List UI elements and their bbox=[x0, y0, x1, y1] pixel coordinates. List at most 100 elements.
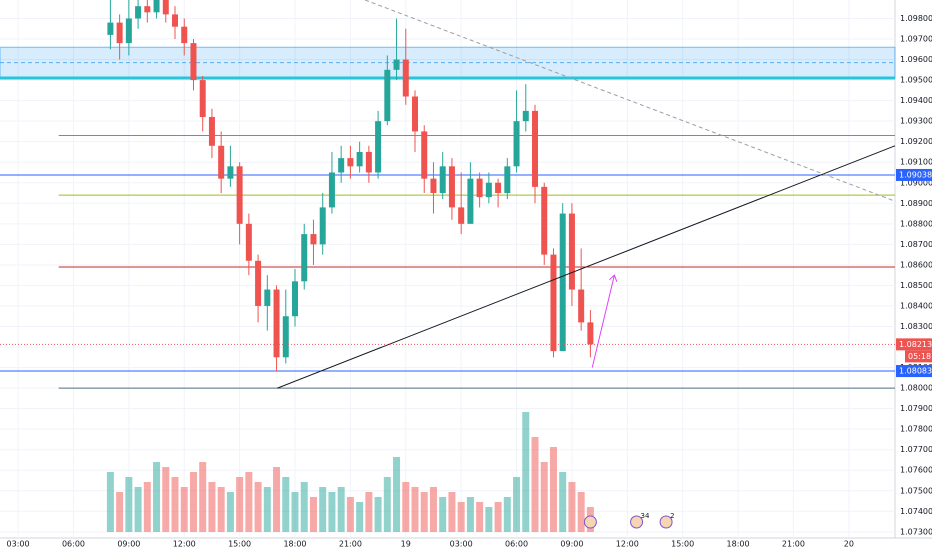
candle-body bbox=[255, 260, 262, 306]
candle-body bbox=[144, 6, 151, 13]
trendline bbox=[591, 275, 614, 368]
volume-bar bbox=[153, 462, 161, 532]
candle-body bbox=[328, 172, 335, 208]
candle-body bbox=[495, 182, 502, 194]
volume-bar bbox=[420, 492, 428, 532]
candle-body bbox=[578, 289, 585, 323]
candle-body bbox=[421, 131, 428, 179]
candle-body bbox=[227, 166, 234, 179]
volume-bar bbox=[226, 492, 234, 532]
volume-bar bbox=[217, 487, 225, 532]
x-tick-label: 21:00 bbox=[339, 540, 362, 549]
y-tick-label: 1.08500 bbox=[900, 281, 932, 290]
y-tick-label: 1.07400 bbox=[900, 507, 932, 516]
volume-bar bbox=[273, 467, 281, 532]
y-tick-label: 1.09800 bbox=[900, 14, 932, 23]
event-icon bbox=[630, 515, 644, 529]
candle-body bbox=[458, 207, 465, 224]
candle-body bbox=[476, 178, 483, 198]
volume-bar bbox=[134, 487, 142, 532]
event-count: 34 bbox=[641, 512, 650, 520]
volume-bar bbox=[549, 447, 557, 532]
volume-bar bbox=[143, 482, 151, 532]
candle-body bbox=[513, 121, 520, 167]
volume-bar bbox=[476, 502, 484, 532]
candle-body bbox=[448, 166, 455, 208]
y-tick-label: 1.08900 bbox=[900, 199, 932, 208]
candle-body bbox=[264, 289, 271, 306]
volume-bar bbox=[402, 482, 410, 532]
volume-bar bbox=[522, 412, 530, 532]
candle-body bbox=[522, 110, 529, 122]
candle-body bbox=[107, 22, 114, 35]
price-label-box bbox=[896, 338, 932, 351]
volume-bar bbox=[383, 477, 391, 532]
price-label: 1.08213 bbox=[899, 340, 932, 349]
candle-body bbox=[375, 121, 382, 173]
candle-body bbox=[199, 80, 206, 118]
volume-bar bbox=[254, 482, 262, 532]
x-tick-label: 09:00 bbox=[560, 540, 583, 549]
y-tick-label: 1.09100 bbox=[900, 158, 932, 167]
volume-bar bbox=[189, 472, 197, 532]
volume-bar bbox=[171, 477, 179, 532]
volume-bar bbox=[531, 437, 539, 532]
y-tick-label: 1.09600 bbox=[900, 55, 932, 64]
candle-body bbox=[550, 254, 557, 352]
volume-bar bbox=[282, 477, 290, 532]
volume-bar bbox=[300, 482, 308, 532]
volume-bar bbox=[503, 497, 511, 532]
volume-bar bbox=[513, 477, 521, 532]
volume-bar bbox=[125, 477, 133, 532]
x-tick-label: 15:00 bbox=[671, 540, 694, 549]
candle-body bbox=[282, 316, 289, 358]
volume-bar bbox=[328, 492, 336, 532]
candle-body bbox=[439, 166, 446, 194]
candle-body bbox=[393, 59, 400, 70]
candle-body bbox=[347, 158, 354, 167]
y-tick-label: 1.07300 bbox=[900, 527, 932, 536]
candle-body bbox=[319, 207, 326, 245]
x-tick-label: 20 bbox=[844, 540, 854, 549]
volume-bar bbox=[337, 487, 345, 532]
price-label-box bbox=[896, 365, 932, 378]
volume-bar bbox=[577, 492, 585, 532]
y-tick-label: 1.08600 bbox=[900, 260, 932, 269]
y-tick-label: 1.09700 bbox=[900, 35, 932, 44]
candle-body bbox=[384, 69, 391, 122]
volume-bar bbox=[180, 487, 188, 532]
volume-bar bbox=[106, 472, 114, 532]
volume-bar bbox=[319, 487, 327, 532]
y-tick-label: 1.07700 bbox=[900, 445, 932, 454]
countdown-box bbox=[905, 350, 932, 363]
candle-body bbox=[541, 186, 548, 255]
x-tick-label: 21:00 bbox=[782, 540, 805, 549]
candle-body bbox=[504, 166, 511, 194]
volume-bar bbox=[309, 497, 317, 532]
volume-bar bbox=[245, 472, 253, 532]
y-tick-label: 1.07900 bbox=[900, 404, 932, 413]
y-tick-label: 1.08300 bbox=[900, 322, 932, 331]
x-tick-label: 03:00 bbox=[7, 540, 30, 549]
candle-body bbox=[245, 223, 252, 261]
x-tick-label: 18:00 bbox=[283, 540, 306, 549]
y-tick-label: 1.09300 bbox=[900, 117, 932, 126]
candle-body bbox=[402, 59, 409, 97]
candle-body bbox=[412, 96, 419, 132]
volume-bar bbox=[559, 472, 567, 532]
volume-bar bbox=[411, 487, 419, 532]
y-tick-label: 1.09400 bbox=[900, 96, 932, 105]
candle-body bbox=[430, 178, 437, 194]
volume-bar bbox=[457, 502, 465, 532]
trendline bbox=[277, 145, 896, 389]
candle-body bbox=[116, 22, 123, 44]
candle-body bbox=[153, 0, 160, 13]
candle-body bbox=[218, 145, 225, 179]
candle-body bbox=[125, 18, 132, 44]
volume-bar bbox=[568, 482, 576, 532]
candle-body bbox=[273, 289, 280, 358]
volume-bar bbox=[439, 497, 447, 532]
y-tick-label: 1.08800 bbox=[900, 219, 932, 228]
candle-body bbox=[236, 166, 243, 224]
